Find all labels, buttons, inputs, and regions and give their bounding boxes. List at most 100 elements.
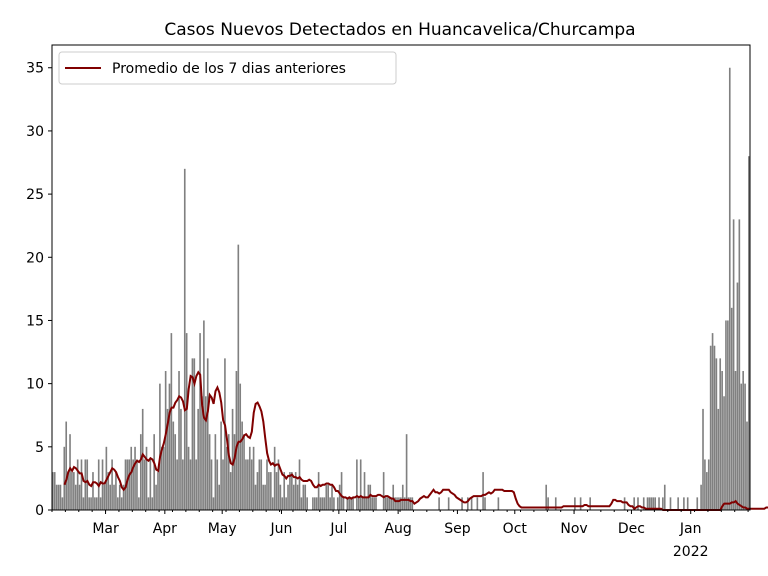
bar xyxy=(227,434,230,510)
bar xyxy=(210,459,213,510)
bar xyxy=(128,459,131,510)
x-tick-label: Apr xyxy=(153,521,177,537)
bar xyxy=(248,446,251,510)
bar xyxy=(623,497,626,510)
bar xyxy=(250,459,253,510)
bar xyxy=(709,345,712,510)
bar xyxy=(292,484,295,510)
bar xyxy=(174,434,177,510)
bar xyxy=(707,459,710,510)
bar xyxy=(321,497,324,510)
bar xyxy=(438,497,440,510)
bar xyxy=(545,484,548,510)
bar xyxy=(57,484,60,510)
bar xyxy=(178,371,180,510)
bar xyxy=(723,396,725,510)
bar xyxy=(212,497,215,510)
bar xyxy=(231,408,234,510)
bar xyxy=(271,497,274,510)
bar xyxy=(289,472,291,510)
bar xyxy=(742,371,744,510)
bar xyxy=(296,484,299,510)
bar xyxy=(220,421,222,510)
bar xyxy=(195,459,198,510)
bar xyxy=(359,459,362,510)
x-tick-label: Aug xyxy=(384,521,411,537)
bar xyxy=(109,484,111,510)
bar xyxy=(264,484,266,510)
bar xyxy=(74,484,77,510)
bar xyxy=(338,484,341,510)
bar xyxy=(331,484,333,510)
bar xyxy=(719,358,722,510)
bar xyxy=(738,219,741,511)
bar xyxy=(189,459,192,510)
bar xyxy=(352,497,354,510)
bar xyxy=(159,383,161,510)
bar xyxy=(357,497,360,510)
x-tick-label: Dec xyxy=(618,521,645,537)
bar xyxy=(706,472,708,510)
bar xyxy=(185,333,188,510)
bar xyxy=(329,497,331,510)
bar xyxy=(401,484,404,510)
bar xyxy=(315,497,318,510)
bar xyxy=(107,472,110,510)
bar xyxy=(394,497,396,510)
y-tick-label: 0 xyxy=(35,503,44,519)
bar xyxy=(52,472,54,510)
bar xyxy=(229,472,232,510)
bar xyxy=(721,371,723,510)
bar xyxy=(700,484,702,510)
bar xyxy=(262,484,264,510)
y-tick-label: 35 xyxy=(26,61,44,77)
bar xyxy=(356,459,358,510)
y-tick-label: 25 xyxy=(26,187,44,203)
bar xyxy=(145,446,148,510)
bar xyxy=(92,472,94,510)
bar xyxy=(138,497,140,510)
bar xyxy=(258,459,261,510)
bar xyxy=(82,497,85,510)
bar xyxy=(461,497,463,510)
bar xyxy=(407,497,410,510)
bar xyxy=(470,497,473,510)
bar xyxy=(654,497,657,510)
y-tick-label: 30 xyxy=(26,124,44,140)
bar xyxy=(243,434,245,510)
bar xyxy=(744,383,746,510)
bar xyxy=(166,408,169,510)
bar xyxy=(646,497,649,510)
bar xyxy=(447,497,450,510)
bar xyxy=(340,472,343,510)
bar xyxy=(78,484,81,510)
bar xyxy=(233,434,236,510)
bar-series xyxy=(52,67,750,511)
bar xyxy=(683,497,685,510)
bar xyxy=(686,497,689,510)
bar xyxy=(313,497,316,510)
bar xyxy=(363,472,366,510)
bar xyxy=(141,408,144,510)
bar xyxy=(382,472,385,510)
bar xyxy=(497,497,500,510)
bar xyxy=(117,497,119,510)
bar xyxy=(319,497,322,510)
axes: 0 5 10 15 20 25 30 35 Mar Apr May Jun Jul Aug Sep Oct No… xyxy=(26,44,751,560)
bar xyxy=(277,459,280,510)
legend: Promedio de los 7 dias anteriores xyxy=(58,51,397,85)
bar xyxy=(327,484,330,510)
bar xyxy=(247,459,249,510)
bar xyxy=(237,244,240,510)
bar xyxy=(197,408,199,510)
bar xyxy=(346,497,349,510)
bar xyxy=(161,446,163,510)
bar xyxy=(118,484,121,510)
bar xyxy=(325,484,328,510)
bar xyxy=(266,459,268,510)
bar xyxy=(317,472,320,510)
bar xyxy=(86,459,89,510)
bar xyxy=(650,497,653,510)
bar xyxy=(256,472,259,510)
bar xyxy=(554,497,557,510)
